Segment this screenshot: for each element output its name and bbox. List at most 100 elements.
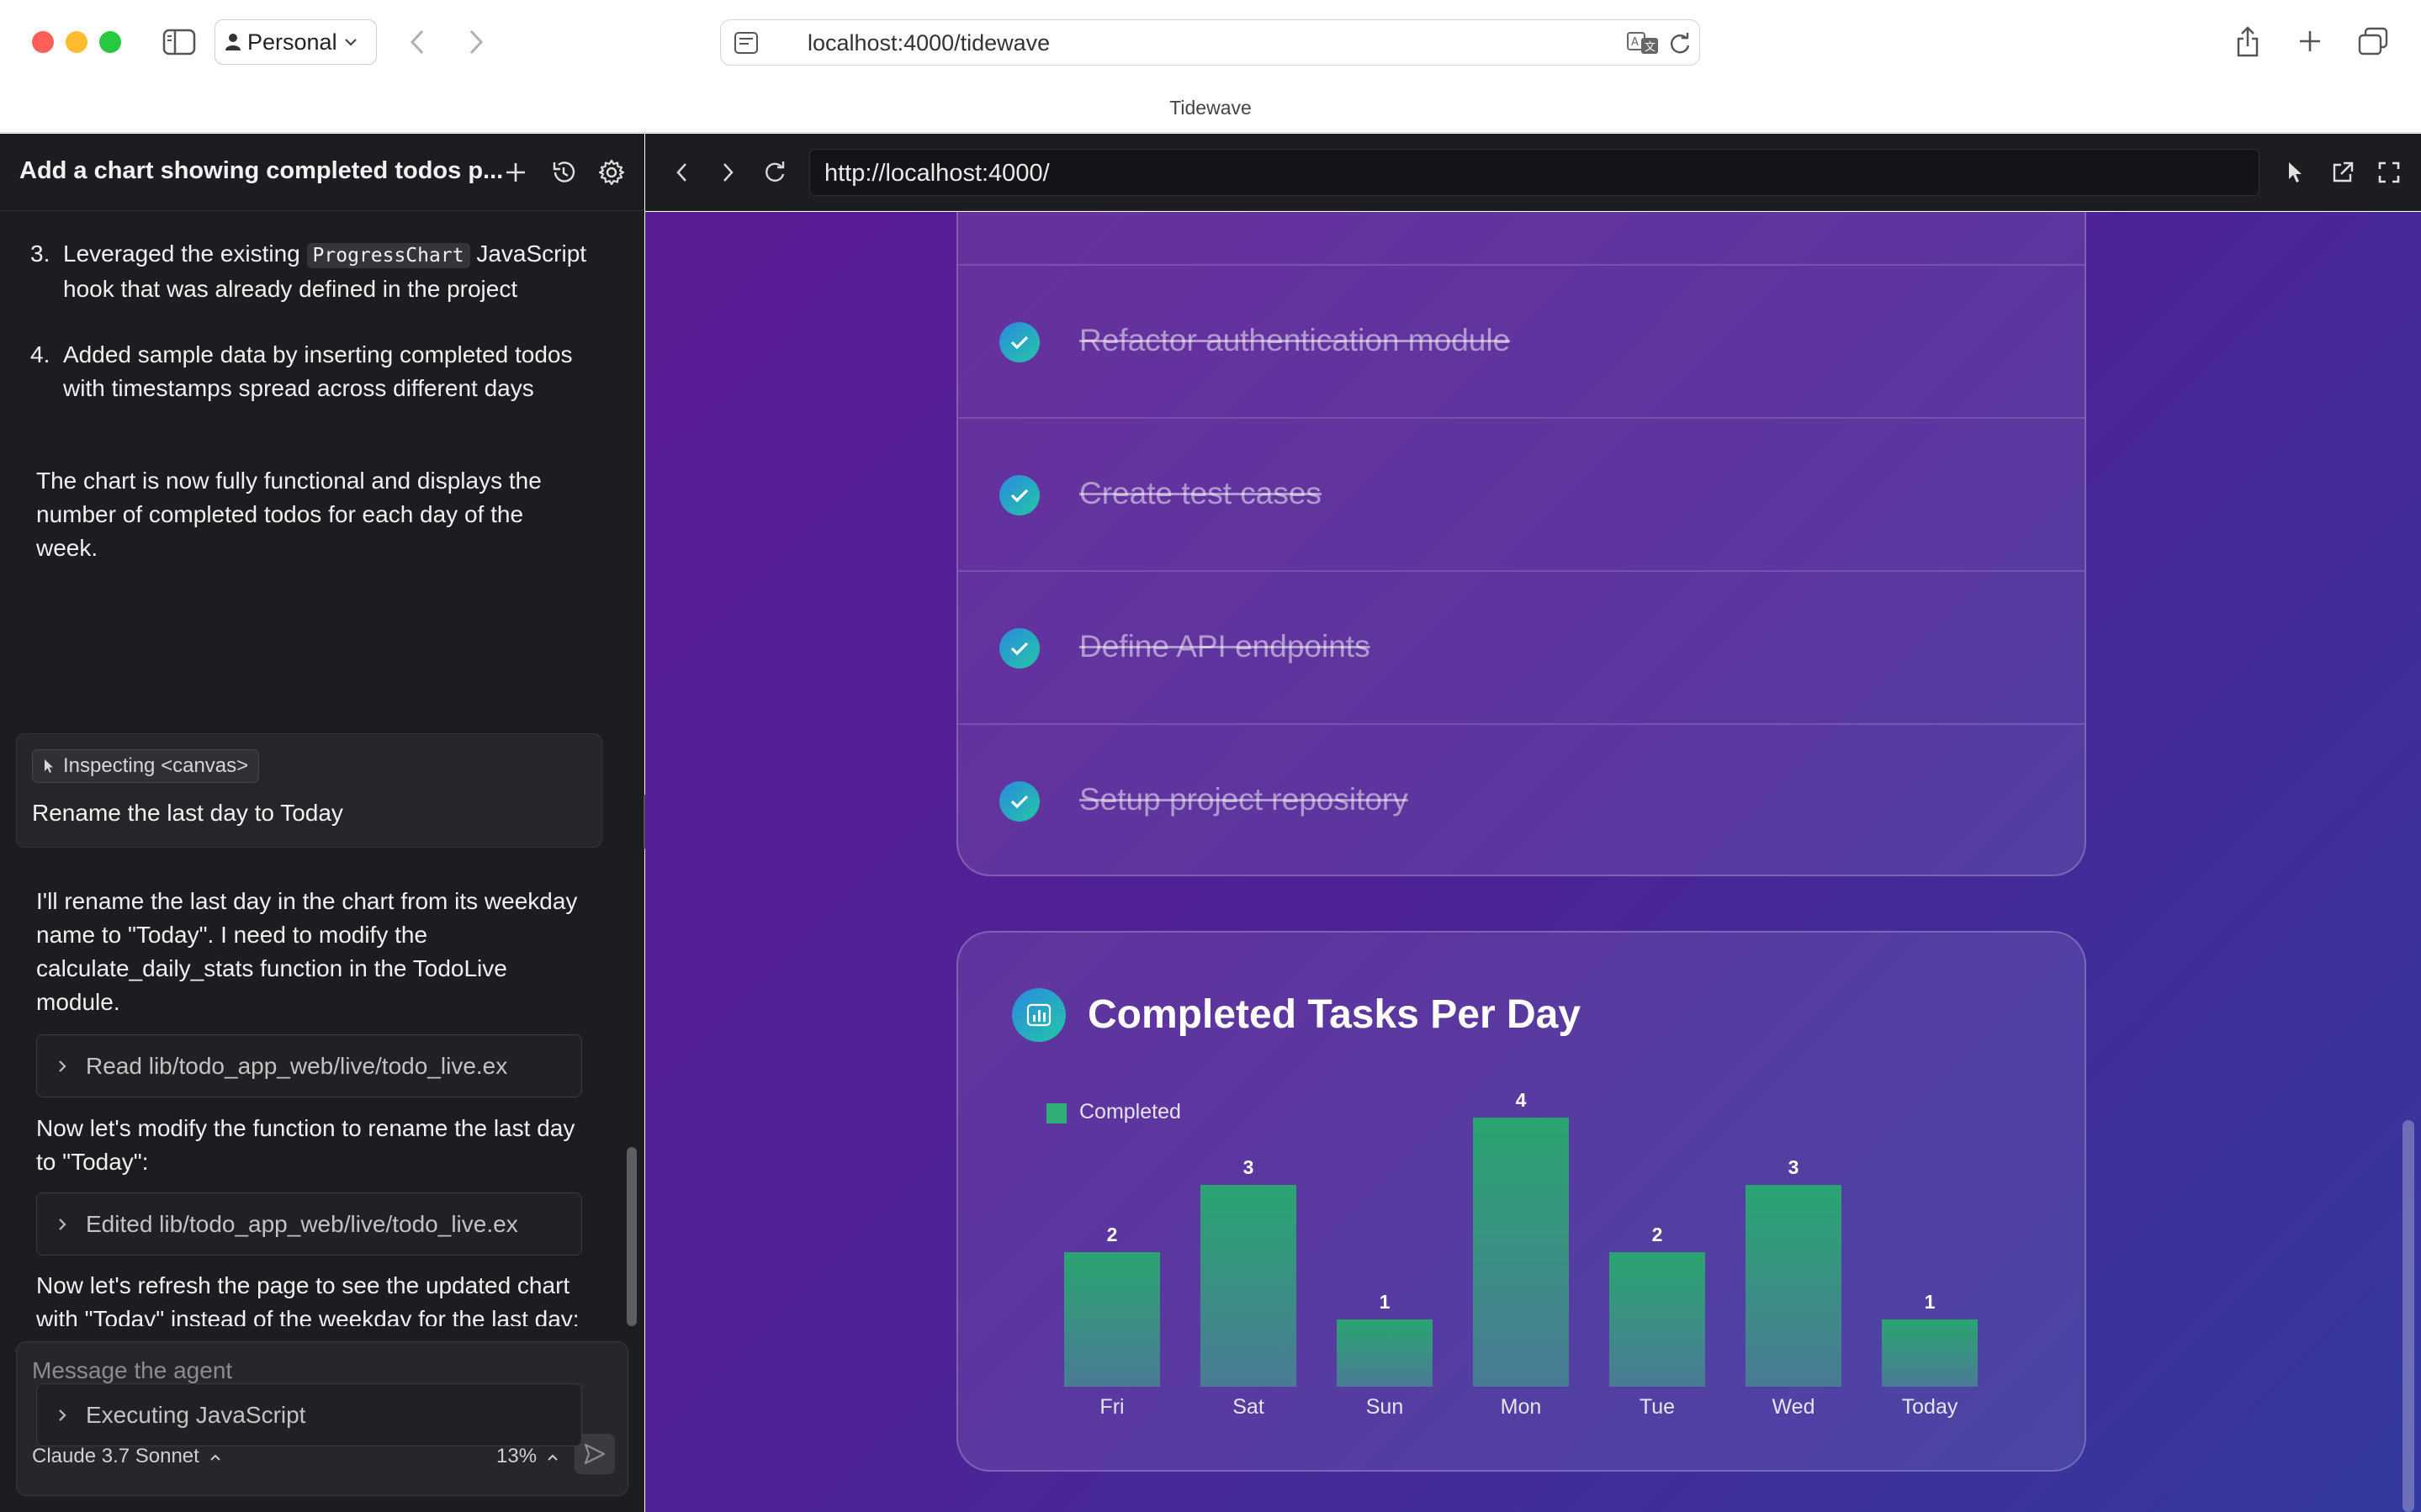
assistant-message: I'll rename the last day in the chart fr… [36,888,578,1015]
x-tick-label: Sun [1365,1395,1404,1419]
x-tick-label: Tue [1639,1395,1676,1419]
x-tick-label: Wed [1772,1395,1815,1419]
zoom-window-button[interactable] [99,31,121,53]
todo-item[interactable]: Create test cases [958,417,2085,570]
chart-bar[interactable] [1064,1252,1160,1387]
tool-call-execute[interactable]: Executing JavaScript [36,1383,582,1446]
preview-url-field[interactable]: http://localhost:4000/ [809,149,2259,196]
model-selector[interactable]: Claude 3.7 Sonnet [32,1445,220,1468]
back-icon[interactable] [402,25,432,59]
chat-scrollbar[interactable] [627,1147,637,1326]
x-tick-label: Sat [1232,1395,1264,1419]
reload-icon[interactable] [1666,30,1693,57]
conversation-title: Add a chart showing completed todos p... [19,157,504,184]
preview-url-text: http://localhost:4000/ [824,160,1050,187]
bar-value-label: 3 [1788,1156,1799,1178]
assistant-message: Now let's refresh the page to see the up… [36,1272,580,1326]
chart-bar[interactable] [1200,1185,1296,1387]
new-conversation-icon[interactable] [501,157,531,188]
preview-reload-icon[interactable] [760,157,790,188]
legend-label[interactable]: Completed [1079,1100,1181,1123]
chart-bar[interactable] [1746,1185,1841,1387]
chevron-right-icon [59,1219,66,1230]
address-text: localhost:4000/tidewave [808,30,1051,56]
fullscreen-icon[interactable] [2374,157,2404,188]
preview-viewport: Refactor authentication module Create te… [645,212,2421,1512]
todo-list-card: Refactor authentication module Create te… [956,212,2086,876]
sidebar-toggle-icon[interactable] [160,26,199,58]
todo-text: Create test cases [1079,476,1322,510]
bar-chart-icon [1012,988,1066,1042]
chevron-right-icon [59,1060,66,1072]
bar-value-label: 3 [1242,1156,1254,1178]
chevron-up-icon [548,1454,558,1461]
chevron-up-icon [209,1454,220,1461]
bar-value-label: 2 [1651,1224,1663,1245]
tab-overview-icon[interactable] [2356,25,2390,57]
share-icon[interactable] [2231,24,2265,61]
legend-swatch[interactable] [1046,1103,1067,1123]
chart-card: Completed Tasks Per Day Completed 2 Fri 3 S… [956,931,2086,1472]
chat-history: 3. Leveraged the existing ProgressChart … [0,212,644,1326]
agent-header: Add a chart showing completed todos p... [0,134,644,211]
chevron-right-icon [59,1409,66,1421]
bar-value-label: 4 [1515,1089,1527,1111]
tab-title: Tidewave [1169,97,1252,119]
preview-scrollbar[interactable] [2402,1120,2414,1512]
minimize-window-button[interactable] [66,31,87,53]
history-icon[interactable] [548,157,579,188]
svg-text:A: A [1631,36,1639,49]
bar-value-label: 2 [1106,1224,1118,1245]
x-tick-label: Fri [1099,1395,1125,1419]
tool-call-read[interactable]: Read lib/todo_app_web/live/todo_live.ex [36,1034,582,1097]
context-usage[interactable]: 13% [496,1445,558,1468]
inspect-badge: Inspecting <canvas> [32,749,260,783]
user-message-text: Rename the last day to Today [32,800,343,826]
check-icon[interactable] [999,781,1040,822]
settings-gear-icon[interactable] [596,157,627,188]
bar-value-label: 1 [1379,1291,1391,1313]
todo-text: Define API endpoints [1079,629,1370,663]
send-icon [584,1443,606,1465]
new-tab-icon[interactable] [2295,26,2325,56]
todo-text: Refactor authentication module [1079,323,1511,357]
tool-call-edit[interactable]: Edited lib/todo_app_web/live/todo_live.e… [36,1192,582,1256]
todo-text: Setup project repository [1079,782,1408,817]
person-icon [225,34,241,50]
todo-item[interactable]: Refactor authentication module [958,264,2085,417]
bar-value-label: 1 [1924,1291,1936,1313]
chart-bar[interactable] [1337,1319,1433,1387]
check-icon[interactable] [999,628,1040,669]
code-snippet: ProgressChart [306,243,470,268]
preview-forward-icon[interactable] [716,156,741,189]
todo-item[interactable]: Define API endpoints [958,570,2085,723]
chart-bar[interactable] [1609,1252,1705,1387]
agent-panel: Add a chart showing completed todos p...… [0,134,644,1512]
profile-selector[interactable]: Personal [215,19,377,65]
profile-label: Personal [247,29,337,55]
message-placeholder: Message the agent [32,1357,233,1383]
preview-toolbar: http://localhost:4000/ [645,134,2421,211]
check-icon[interactable] [999,322,1040,362]
x-tick-label: Today [1901,1395,1958,1419]
chevron-down-icon [344,39,357,46]
forward-icon[interactable] [461,25,491,59]
inspect-pointer-icon[interactable] [2282,157,2309,188]
assistant-message: The chart is now fully functional and di… [36,468,542,561]
x-tick-label: Mon [1500,1395,1542,1419]
chart-title: Completed Tasks Per Day [1088,992,1581,1037]
preview-back-icon[interactable] [669,156,694,189]
svg-text:文: 文 [1645,41,1655,54]
page-menu-icon[interactable] [731,30,761,56]
todo-item[interactable]: Setup project repository [958,723,2085,876]
chart-bar[interactable] [1882,1319,1978,1387]
close-window-button[interactable] [32,31,54,53]
cursor-icon [45,759,53,773]
check-icon[interactable] [999,475,1040,515]
chart-bar[interactable] [1473,1118,1569,1387]
user-message: Inspecting <canvas> Rename the last day … [16,733,602,848]
open-external-icon[interactable] [2328,157,2358,188]
